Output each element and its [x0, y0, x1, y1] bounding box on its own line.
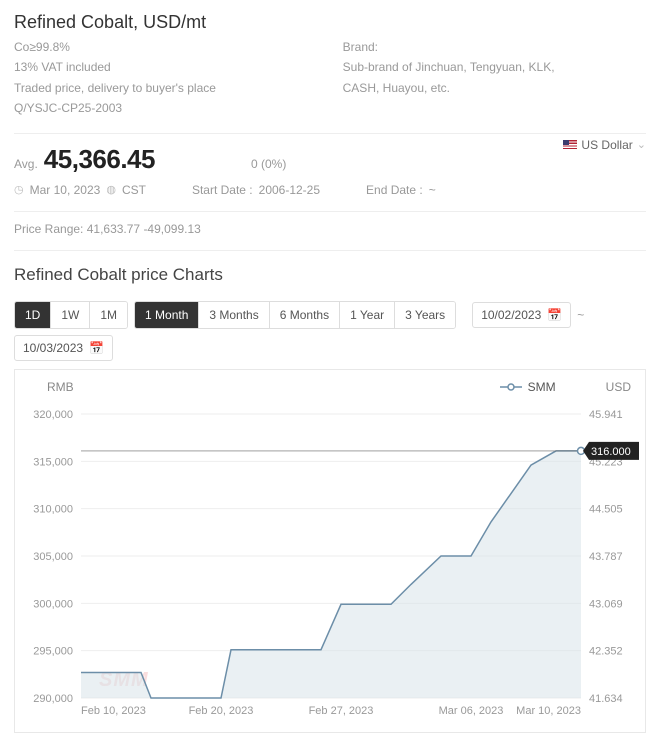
svg-text:290,000: 290,000 [33, 693, 73, 705]
legend-marker-icon [500, 382, 522, 392]
clock-icon: ◷ [14, 183, 24, 196]
view-tab-group: 1D 1W 1M [14, 301, 128, 329]
divider [14, 211, 646, 212]
svg-text:300,000: 300,000 [33, 598, 73, 610]
date-to-value: 10/03/2023 [23, 341, 83, 355]
svg-text:42.352: 42.352 [589, 645, 623, 657]
tab-1month[interactable]: 1 Month [135, 302, 199, 328]
meta-line: Q/YSJC-CP25-2003 [14, 98, 317, 118]
tab-1year[interactable]: 1 Year [340, 302, 395, 328]
currency-label: US Dollar [581, 138, 632, 152]
price-date: Mar 10, 2023 [30, 183, 101, 197]
avg-label: Avg. [14, 157, 38, 171]
divider [14, 133, 646, 134]
meta-line: 13% VAT included [14, 57, 317, 77]
end-date-label: End Date : [366, 183, 423, 197]
svg-text:44.505: 44.505 [589, 503, 623, 515]
meta-line: Traded price, delivery to buyer's place [14, 78, 317, 98]
y-left-axis-label: RMB [47, 380, 74, 394]
price-range-line: Price Range: 41,633.77 -49,099.13 [14, 222, 646, 236]
y-right-axis-label: USD [606, 380, 631, 394]
meta-line: Co≥99.8% [14, 37, 317, 57]
svg-text:Mar 06, 2023: Mar 06, 2023 [439, 705, 504, 717]
calendar-icon: 📅 [89, 341, 104, 355]
legend-series-label: SMM [528, 380, 556, 394]
svg-text:Feb 20, 2023: Feb 20, 2023 [189, 705, 254, 717]
svg-text:41.634: 41.634 [589, 693, 623, 705]
us-flag-icon [563, 140, 577, 150]
svg-text:315,000: 315,000 [33, 456, 73, 468]
date-from-input[interactable]: 10/02/2023 📅 [472, 302, 571, 328]
price-block: US Dollar ⌄ Avg. 45,366.45 0 (0%) ◷ Mar … [14, 144, 646, 197]
start-date-value: 2006-12-25 [259, 183, 320, 197]
svg-text:Mar 10, 2023: Mar 10, 2023 [516, 705, 581, 717]
change-value: 0 (0%) [251, 157, 286, 171]
meta-right: Brand: Sub-brand of Jinchuan, Tengyuan, … [343, 37, 646, 119]
end-date-value: ~ [429, 183, 436, 197]
tab-1d[interactable]: 1D [15, 302, 51, 328]
meta-block: Co≥99.8% 13% VAT included Traded price, … [14, 37, 646, 119]
chart-section-title: Refined Cobalt price Charts [14, 265, 646, 285]
svg-text:316.000: 316.000 [591, 445, 631, 457]
price-chart: 290,000 41.634 295,000 42.352 300,000 43.069 3… [19, 396, 639, 726]
svg-text:Feb 27, 2023: Feb 27, 2023 [309, 705, 374, 717]
page-title: Refined Cobalt, USD/mt [14, 12, 646, 33]
tab-6months[interactable]: 6 Months [270, 302, 340, 328]
start-date-label: Start Date : [192, 183, 253, 197]
svg-text:310,000: 310,000 [33, 503, 73, 515]
chart-controls: 1D 1W 1M 1 Month 3 Months 6 Months 1 Yea… [14, 301, 646, 361]
svg-text:320,000: 320,000 [33, 409, 73, 421]
date-from-value: 10/02/2023 [481, 308, 541, 322]
brand-line: CASH, Huayou, etc. [343, 78, 646, 98]
tab-1m[interactable]: 1M [90, 302, 127, 328]
range-value: 41,633.77 -49,099.13 [87, 222, 201, 236]
svg-text:43.787: 43.787 [589, 551, 623, 563]
date-to-input[interactable]: 10/03/2023 📅 [14, 335, 113, 361]
currency-selector[interactable]: US Dollar ⌄ [563, 138, 646, 152]
globe-icon: ◍ [106, 183, 116, 196]
chevron-down-icon: ⌄ [637, 138, 646, 151]
tab-1w[interactable]: 1W [51, 302, 90, 328]
meta-left: Co≥99.8% 13% VAT included Traded price, … [14, 37, 317, 119]
period-tab-group: 1 Month 3 Months 6 Months 1 Year 3 Years [134, 301, 456, 329]
date-range-separator: ~ [577, 308, 584, 322]
divider [14, 250, 646, 251]
range-label: Price Range: [14, 222, 83, 236]
svg-text:305,000: 305,000 [33, 551, 73, 563]
chart-container: RMB USD SMM 290,000 41.634 295,000 42.352 30… [14, 369, 646, 733]
chart-legend[interactable]: SMM [74, 380, 606, 394]
svg-text:43.069: 43.069 [589, 598, 623, 610]
brand-line: Sub-brand of Jinchuan, Tengyuan, KLK, [343, 57, 646, 77]
calendar-icon: 📅 [547, 308, 562, 322]
avg-value: 45,366.45 [44, 144, 155, 175]
timezone: CST [122, 183, 146, 197]
svg-text:45.941: 45.941 [589, 409, 623, 421]
brand-label: Brand: [343, 37, 646, 57]
tab-3years[interactable]: 3 Years [395, 302, 455, 328]
tab-3months[interactable]: 3 Months [199, 302, 269, 328]
svg-text:295,000: 295,000 [33, 645, 73, 657]
svg-text:Feb 10, 2023: Feb 10, 2023 [81, 705, 146, 717]
